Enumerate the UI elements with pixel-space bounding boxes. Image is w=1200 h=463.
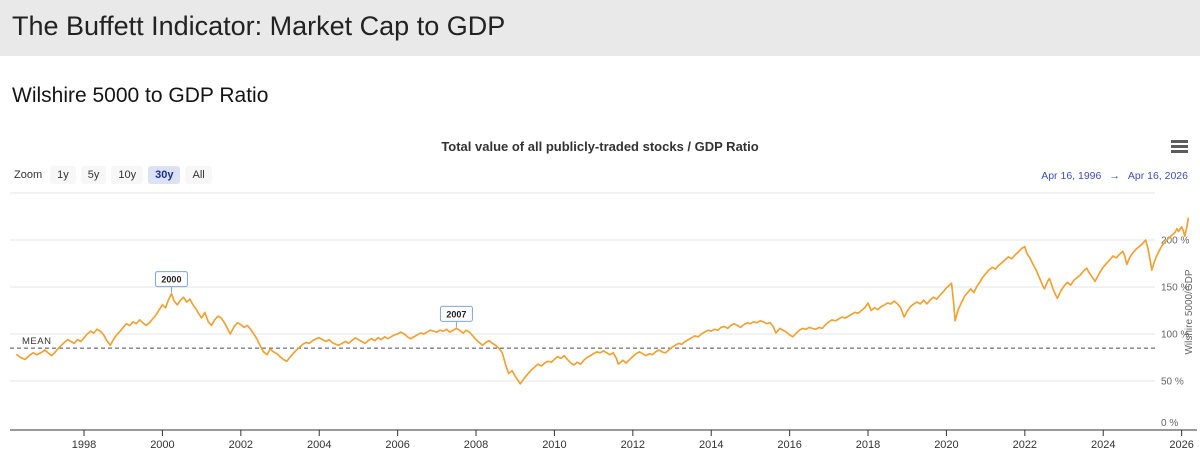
x-tick-label-2022: 2022 [1013,439,1037,451]
range-button-all[interactable]: All [185,166,212,184]
y-tick-label-100: 100 % [1161,330,1189,341]
range-button-1y[interactable]: 1y [50,166,76,184]
date-to[interactable]: Apr 16, 2026 [1127,170,1188,182]
zoom-label: Zoom [14,169,43,181]
range-button-10y[interactable]: 10y [111,166,144,184]
page-header: The Buffett Indicator: Market Cap to GDP [0,0,1200,56]
range-selector: Zoom 1y 5y 10y 30y All [14,166,212,184]
y-tick-label-200: 200 % [1161,236,1189,247]
hamburger-icon [1171,140,1188,143]
range-button-30y[interactable]: 30y [148,166,181,184]
chart-context-menu-button[interactable] [1171,140,1188,153]
chart-title: Total value of all publicly-traded stock… [441,139,759,154]
x-tick-label-2018: 2018 [856,439,880,451]
x-tick-label-2024: 2024 [1091,439,1115,451]
range-buttons: 1y 5y 10y 30y All [50,166,212,184]
y-tick-label-50: 50 % [1161,377,1184,388]
y-tick-label-0: 0 % [1161,418,1178,429]
x-tick-label-2026: 2026 [1169,439,1193,451]
x-tick-label-2016: 2016 [777,439,801,451]
x-tick-label-2006: 2006 [385,439,409,451]
annotation-box-2007 [439,305,473,322]
arrow-right-icon: → [1109,170,1120,182]
series-line [16,217,1190,385]
x-tick-label-2004: 2004 [307,439,331,451]
x-tick-label-2008: 2008 [464,439,488,451]
x-tick-label-2014: 2014 [699,439,723,451]
hamburger-icon [1171,150,1188,153]
annotation-label-2000: 2000 [161,275,181,285]
range-button-5y[interactable]: 5y [80,166,107,184]
annotation-label-2007: 2007 [446,309,466,319]
date-from[interactable]: Apr 16, 1996 [1041,170,1102,182]
page-title: The Buffett Indicator: Market Cap to GDP [12,11,506,41]
x-tick-label-2012: 2012 [621,439,645,451]
y-axis-title: Wilshire 5000/GDP [1184,269,1195,354]
x-tick-label-1998: 1998 [72,439,96,451]
chart-section-title: Wilshire 5000 to GDP Ratio [12,84,269,107]
hamburger-icon [1171,145,1188,148]
x-tick-label-2002: 2002 [229,439,253,451]
annotation-box-2000 [154,271,188,288]
y-tick-label-150: 150 % [1161,283,1189,294]
x-tick-label-2010: 2010 [542,439,566,451]
x-tick-label-2000: 2000 [150,439,174,451]
mean-label: MEAN [22,336,51,347]
x-tick-label-2020: 2020 [934,439,958,451]
date-range: Apr 16, 1996 → Apr 16, 2026 [1041,170,1188,182]
